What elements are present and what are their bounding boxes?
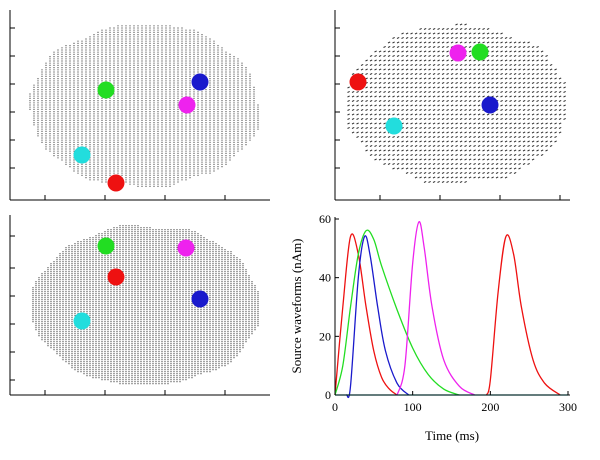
source-marker xyxy=(191,73,209,91)
source-grid-cloud xyxy=(29,25,259,187)
source-marker xyxy=(97,81,115,99)
source-marker xyxy=(385,117,403,135)
series-line xyxy=(396,221,476,396)
x-tick-labels: 0 100 200 300 xyxy=(332,391,577,414)
series-line xyxy=(334,229,460,396)
y-ticks xyxy=(335,27,340,169)
series-lines xyxy=(334,221,568,399)
source-marker xyxy=(191,290,209,308)
source-marker xyxy=(471,43,489,61)
waveform-chart: 0 100 200 300 0 20 40 60 Time (ms) Source wave… xyxy=(289,212,577,443)
source-marker xyxy=(178,96,196,114)
panel-bottom-left xyxy=(9,215,270,396)
x-tick-label: 0 xyxy=(332,400,338,414)
source-markers xyxy=(73,237,209,330)
source-marker xyxy=(177,239,195,257)
source-grid-cloud xyxy=(32,225,259,385)
source-marker xyxy=(349,73,367,91)
x-ticks xyxy=(44,390,226,395)
source-marker xyxy=(107,268,125,286)
y-tick-label: 60 xyxy=(319,212,331,226)
y-tick-label: 20 xyxy=(319,329,331,343)
y-ticks xyxy=(10,235,15,381)
series-line xyxy=(345,235,410,399)
x-axis-title: Time (ms) xyxy=(425,428,479,443)
source-markers xyxy=(73,73,209,192)
source-markers xyxy=(349,43,499,135)
x-ticks xyxy=(44,195,226,200)
source-marker xyxy=(481,96,499,114)
source-marker xyxy=(449,44,467,62)
x-ticks xyxy=(379,195,561,200)
y-tick-label: 0 xyxy=(325,388,331,402)
source-marker xyxy=(73,312,91,330)
series-line xyxy=(334,233,398,396)
y-tick-labels: 0 20 40 60 xyxy=(319,212,339,402)
x-tick-label: 300 xyxy=(559,400,577,414)
source-marker xyxy=(73,146,91,164)
source-orientation-cloud xyxy=(347,23,566,183)
source-marker xyxy=(97,237,115,255)
y-tick-label: 40 xyxy=(319,271,331,285)
panel-top-left xyxy=(9,10,270,201)
y-axis-title: Source waveforms (nAm) xyxy=(289,238,304,373)
x-tick-label: 200 xyxy=(481,400,499,414)
x-tick-label: 100 xyxy=(404,400,422,414)
y-ticks xyxy=(10,27,15,169)
panel-top-right xyxy=(334,10,570,201)
source-marker xyxy=(107,174,125,192)
series-line xyxy=(485,234,561,396)
